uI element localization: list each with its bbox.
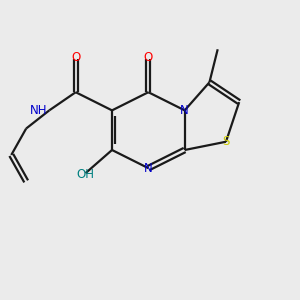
Text: OH: OH bbox=[76, 168, 94, 181]
Text: S: S bbox=[222, 135, 230, 148]
Text: N: N bbox=[144, 162, 153, 175]
Text: N: N bbox=[180, 104, 189, 117]
Text: O: O bbox=[144, 51, 153, 64]
Text: NH: NH bbox=[30, 104, 48, 117]
Text: O: O bbox=[71, 51, 80, 64]
